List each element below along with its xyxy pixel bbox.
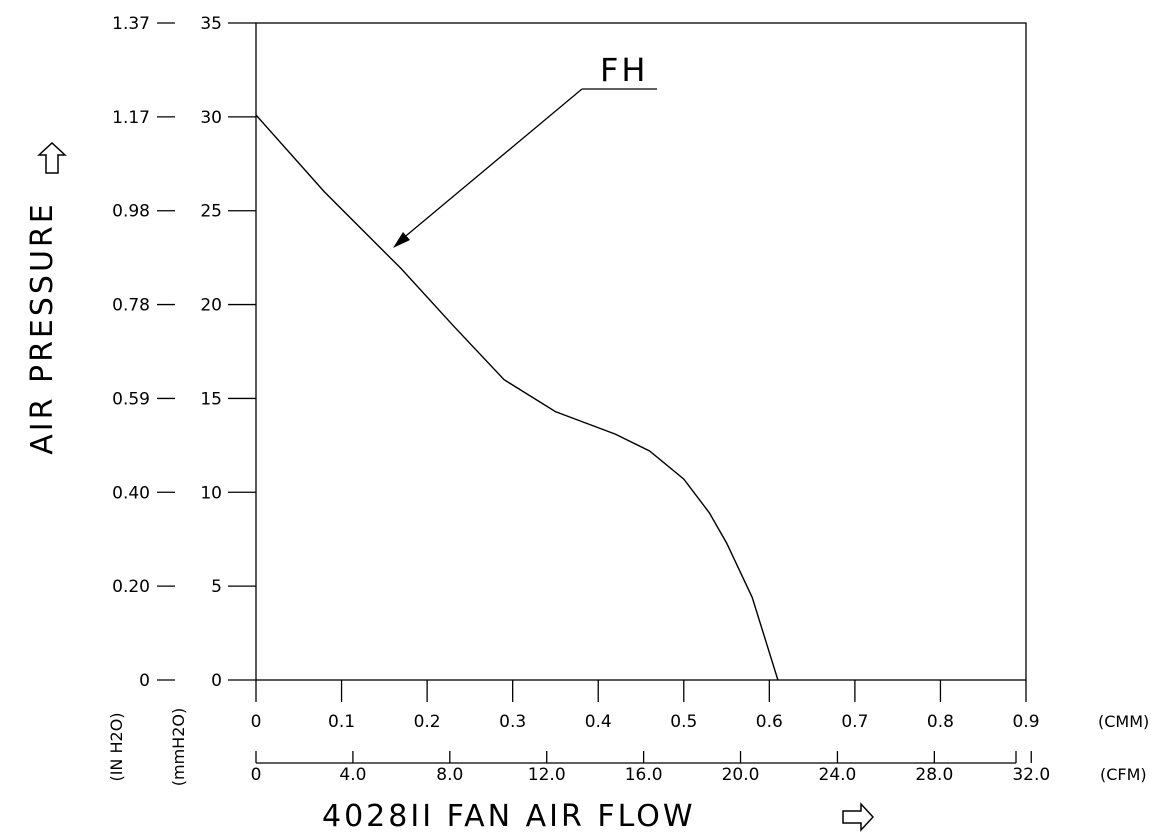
x-tick-label-cfm: 20.0: [722, 765, 760, 785]
y-axis-label: AIR PRESSURE: [25, 201, 60, 455]
annotation-leader: [400, 88, 583, 241]
x-unit-secondary: (CFM): [1100, 765, 1147, 784]
x-tick-label-cmm: 0.3: [499, 712, 526, 732]
plot-frame: [255, 22, 1027, 681]
y-tick-label-mmh2o: 5: [211, 577, 222, 597]
x-tick-label-cmm: 0.6: [756, 712, 783, 732]
x-tick-label-cmm: 0.7: [841, 712, 868, 732]
x-tick-label-cfm: 4.0: [339, 765, 366, 785]
x-tick-label-cfm: 24.0: [819, 765, 857, 785]
y-unit-primary: (mmH2O): [169, 708, 188, 786]
y-unit-secondary: (IN H2O): [107, 712, 126, 781]
x-tick-label-cmm: 0.9: [1012, 712, 1039, 732]
x-axis-ticks-cfm: 0 4.0 8.0 12.0 16.0 20.0 24.0 28.0 32.0: [251, 751, 1050, 785]
series-layer: [255, 114, 779, 681]
x-tick-label-cfm: 32.0: [1012, 765, 1050, 785]
x-tick-label-cmm: 0.8: [927, 712, 954, 732]
x-axis-label: 4028II FAN AIR FLOW: [322, 799, 696, 834]
y-tick-label-mmh2o: 10: [200, 483, 222, 503]
y-tick-label-mmh2o: 0: [211, 671, 222, 691]
x-axis-right-arrow-icon: [842, 802, 875, 832]
y-tick-label-mmh2o: 20: [200, 296, 222, 316]
series-line-fh: [255, 114, 779, 681]
x-tick-label-cmm: 0.1: [328, 712, 355, 732]
x-tick-label-cfm: 8.0: [436, 765, 463, 785]
x-tick-label-cfm: 12.0: [528, 765, 566, 785]
x-tick-label-cmm: 0.4: [585, 712, 612, 732]
x-tick-label-cfm: 16.0: [625, 765, 663, 785]
y-tick-label-inh2o: 0.78: [112, 296, 150, 316]
y-tick-label-inh2o: 1.37: [112, 14, 150, 34]
y-tick-label-inh2o: 0.59: [112, 389, 150, 409]
y-tick-label-mmh2o: 25: [200, 202, 222, 222]
y-tick-label-mmh2o: 15: [200, 389, 222, 409]
y-tick-label-mmh2o: 30: [200, 108, 222, 128]
y-axis-ticks: 0 0 5 0.20 10 0.40 15 0.59 20 0.78 25 0.98 30 1.17 35 1…: [112, 14, 256, 691]
x-axis-ticks-cmm: 0 0.1 0.2 0.3 0.4 0.5 0.6 0.7 0.8 0.9: [251, 680, 1040, 732]
y-axis-up-arrow-icon: [37, 141, 67, 174]
x-tick-label-cfm: 28.0: [915, 765, 953, 785]
y-tick-label-inh2o: 0.98: [112, 202, 150, 222]
x-tick-label-cmm: 0.2: [414, 712, 441, 732]
annotation-label: FH: [600, 51, 648, 89]
x-unit-primary: (CMM): [1098, 712, 1149, 731]
x-tick-label-cfm: 0: [251, 765, 262, 785]
y-tick-label-inh2o: 1.17: [112, 108, 150, 128]
y-tick-label-inh2o: 0.40: [112, 483, 150, 503]
annotation-arrowhead: [393, 232, 410, 248]
y-tick-label-inh2o: 0.20: [112, 577, 150, 597]
x-tick-label-cmm: 0.5: [670, 712, 697, 732]
y-tick-label-inh2o: 0: [139, 671, 150, 691]
x-tick-label-cmm: 0: [251, 712, 262, 732]
y-tick-label-mmh2o: 35: [200, 14, 222, 34]
